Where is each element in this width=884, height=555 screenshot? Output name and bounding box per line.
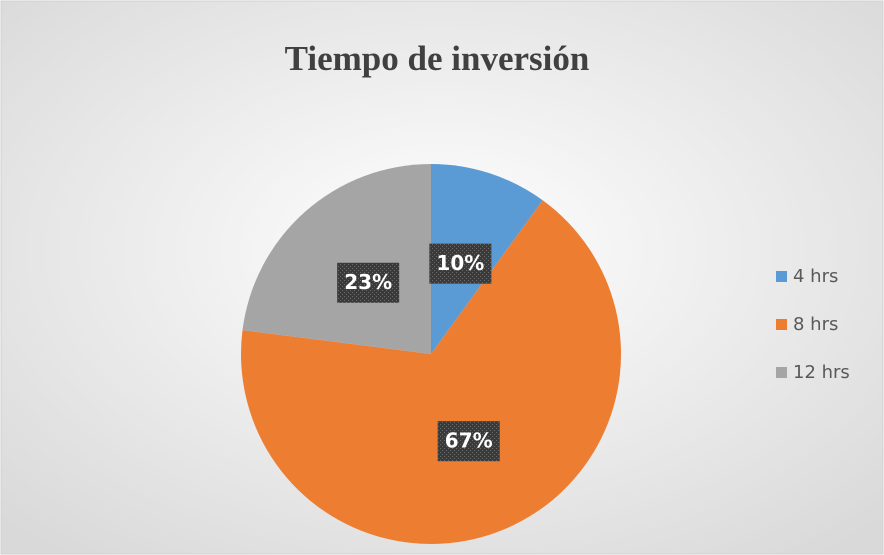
pie-slice: [241, 200, 622, 545]
data-label: 23%: [344, 270, 392, 294]
chart-title: Tiempo de inversión: [285, 39, 590, 78]
legend-swatch: [776, 271, 787, 282]
pie-slice: [242, 164, 431, 354]
data-label-box: [429, 243, 492, 284]
data-label: 67%: [445, 429, 493, 453]
data-label: 10%: [436, 251, 484, 275]
legend-label: 8 hrs: [793, 314, 838, 335]
legend-swatch: [776, 367, 787, 378]
legend-label: 12 hrs: [793, 362, 850, 383]
legend-label: 4 hrs: [793, 266, 838, 287]
data-label-box: [437, 421, 500, 462]
data-label-box: [337, 262, 400, 303]
legend-swatch: [776, 319, 787, 330]
